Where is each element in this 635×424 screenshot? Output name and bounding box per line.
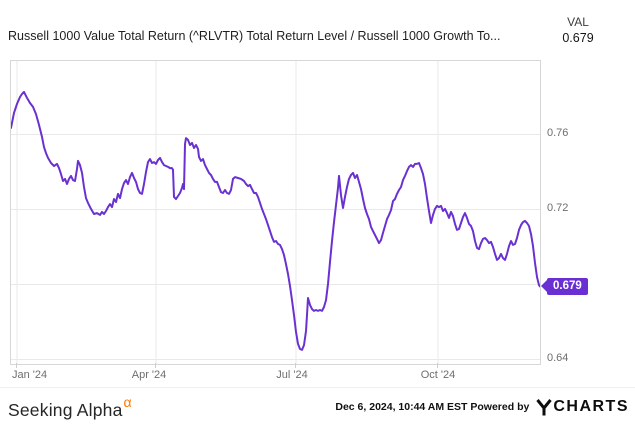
alpha-icon: α xyxy=(123,394,132,410)
y-axis-label: 0.76 xyxy=(547,127,569,139)
x-axis-label: Jul '24 xyxy=(276,369,308,381)
ycharts-y-icon xyxy=(536,398,552,415)
x-axis-tick xyxy=(16,363,17,368)
y-axis-label: 0.72 xyxy=(547,202,569,214)
ycharts-wordmark: CHARTS xyxy=(553,398,629,415)
chart-title: Russell 1000 Value Total Return (^RLVTR)… xyxy=(8,29,501,43)
x-axis-label: Apr '24 xyxy=(131,369,167,381)
last-value-badge: 0.679 xyxy=(541,278,588,295)
ycharts-logo: CHARTS xyxy=(536,398,629,416)
footer-attribution: Dec 6, 2024, 10:44 AM EST Powered by CHA… xyxy=(335,398,629,416)
y-axis-label: 0.64 xyxy=(547,352,569,364)
x-axis-tick xyxy=(437,363,438,368)
seeking-alpha-wordmark: Seeking Alpha xyxy=(8,399,123,420)
timestamp-powered-by: Dec 6, 2024, 10:44 AM EST Powered by xyxy=(335,401,530,413)
seeking-alpha-logo: Seeking Alphaα xyxy=(8,394,132,421)
val-current-value: 0.679 xyxy=(562,31,594,45)
x-axis-tick xyxy=(155,363,156,368)
x-axis-tick xyxy=(295,363,296,368)
footer-divider xyxy=(0,387,635,388)
price-ratio-line-chart xyxy=(11,61,540,364)
plot-area xyxy=(10,60,541,365)
x-axis-label: Oct '24 xyxy=(420,369,456,381)
x-axis-label: Jan '24 xyxy=(12,369,48,381)
val-column-header: VAL xyxy=(567,15,589,29)
